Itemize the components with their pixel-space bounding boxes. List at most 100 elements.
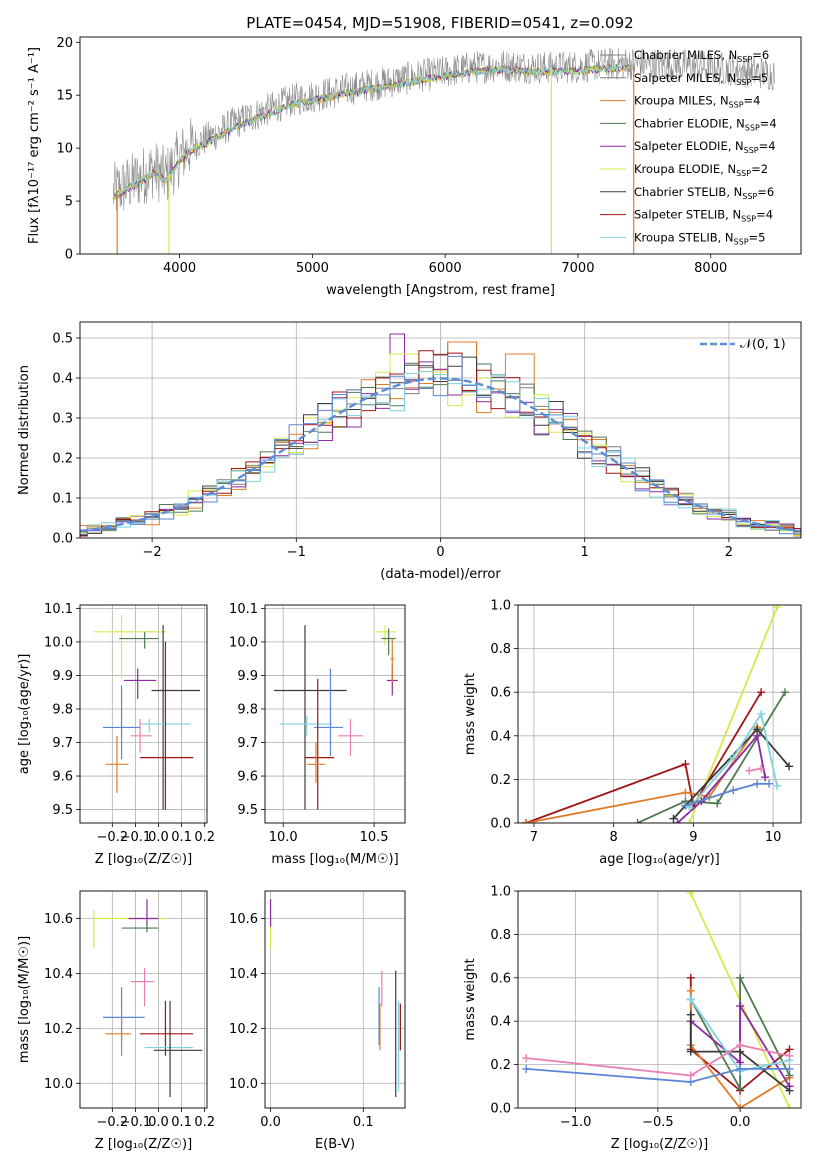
weight-line-salpeter_elodie [690,1002,791,1087]
weight-line-salpeter_stelib [525,691,762,823]
y-axis-label: Flux [fλ10⁻¹⁷ erg cm⁻² s⁻¹ A⁻¹] [27,47,42,244]
x-tick-label: 0.1 [171,830,192,845]
y-tick-label: 0.2 [490,773,511,788]
y-tick-label: 10.1 [229,602,258,617]
x-tick-label: 10.0 [269,830,298,845]
weight-line-chabrier_stelib [689,1014,791,1092]
histogram-chabrier_elodie [80,362,801,537]
axes-frame [79,36,802,255]
y-tick-label: 9.5 [237,803,258,818]
x-tick-label: 0.2 [194,830,215,845]
plot-area [265,605,405,823]
x-axis-label: age [log₁₀(age/yr)] [599,852,720,867]
y-axis-label: Normed distribution [17,365,32,495]
panel-mass_vs_ebv: 0.0 0.1 10.0 10.2 10.4 10.6 E(B-V) [229,890,406,1152]
x-axis-label: mass [log₁₀(M/M☉)] [271,852,398,867]
x-tick-label: −0.1 [120,830,152,845]
plot-area [518,605,801,823]
y-tick-label: 0 [65,248,73,263]
y-tick-label: 10.0 [44,635,73,650]
x-tick-label: 10.5 [360,830,389,845]
y-tick-label: 9.7 [52,736,73,751]
spectrum-line-chabrier_miles [112,47,775,211]
y-axis-label: mass [log₁₀(M/M☉)] [17,936,32,1063]
legend-label: Chabrier ELODIE, NSSP=4 [634,116,777,132]
y-tick-label: 9.7 [237,736,258,751]
panel-age_vs_Z: −0.2−0.10.0 0.1 0.2 9.5 9.6 9.7 9.8 9.9 10.0 10.1… [17,602,215,867]
y-tick-label: 0.4 [490,729,511,744]
x-tick-label: 0.0 [730,1115,751,1130]
y-tick-label: 10.2 [44,1022,73,1037]
x-tick-label: −1.0 [560,1115,592,1130]
y-tick-label: 0.8 [490,642,511,657]
y-tick-label: 1.0 [490,599,511,614]
legend-label: Salpeter ELODIE, NSSP=4 [634,139,776,155]
histogram-salpeter_stelib [80,350,801,537]
y-tick-label: 9.5 [52,803,73,818]
x-tick-label: 7 [530,830,538,845]
plot-area [518,891,801,1108]
y-axis-label: age [log₁₀(age/yr)] [17,654,32,775]
y-tick-label: 0.0 [490,817,511,832]
legend-label: Salpeter STELIB, NSSP=4 [634,208,773,224]
y-tick-label: 9.9 [237,669,258,684]
plot-area [112,47,775,254]
y-tick-label: 0.2 [52,452,73,467]
x-tick-label: −0.2 [97,1115,129,1130]
weight-line-kroupa_miles [525,726,758,823]
y-tick-label: 10.0 [44,1077,73,1092]
panel-residuals: −2 −1 0 1 2 0.0 0.1 0.2 0.3 0.4 0.5 (data-model)/er… [17,321,802,582]
y-tick-label: 0.4 [490,1015,511,1030]
x-axis-label: Z [log₁₀(Z/Z☉)] [95,852,192,867]
axes-frame [517,604,802,824]
y-tick-label: 15 [56,89,73,104]
x-axis-label: wavelength [Angstrom, rest frame] [326,283,555,298]
legend-label: Kroupa ELODIE, NSSP=2 [634,162,768,178]
axes-frame [517,890,802,1109]
weight-line-blue [526,1068,790,1083]
axes-frame [264,890,406,1109]
panel-weight_vs_age: 7 8 9 10 0.0 0.2 0.4 0.6 0.8 1.0 age [log₁₀(age/yr… [463,599,802,867]
gaussian-curve [80,377,801,533]
y-tick-label: 10 [56,142,73,157]
x-tick-label: 9 [689,830,697,845]
y-axis-label: mass weight [463,958,478,1040]
y-tick-label: 0.6 [490,686,511,701]
y-tick-label: 1.0 [490,885,511,900]
y-tick-label: 10.4 [229,967,258,982]
y-tick-label: 0.2 [490,1058,511,1073]
plot-area [265,891,405,1108]
x-tick-label: 0.0 [148,1115,169,1130]
weight-line-pink [526,1044,790,1077]
legend-label: Chabrier MILES, NSSP=6 [634,48,769,64]
x-tick-label: 0.0 [148,830,169,845]
legend-label: 𝒩(0, 1) [740,336,786,351]
y-tick-label: 9.8 [52,702,73,717]
plot-area [80,605,207,823]
legend-label: Kroupa MILES, NSSP=4 [634,94,760,110]
page-title: PLATE=0454, MJD=51908, FIBERID=0541, z=0… [246,14,633,32]
y-tick-label: 0.1 [52,492,73,507]
x-tick-label: −0.2 [97,830,129,845]
weight-line-chabrier_elodie [637,691,786,823]
x-tick-label: 0.2 [194,1115,215,1130]
spectrum-line-kroupa_stelib [112,63,634,198]
y-tick-label: 0.5 [52,332,73,347]
y-tick-label: 10.4 [44,967,73,982]
y-tick-label: 10.6 [229,912,258,927]
x-tick-label: 0.1 [353,1115,374,1130]
panel-spectrum: 4000 5000 6000 7000 8000 0 5 10 15 20 wavelength [… [27,36,802,298]
y-tick-label: 0.8 [490,928,511,943]
x-tick-label: 2 [725,545,733,560]
y-tick-label: 9.6 [52,770,73,785]
y-tick-label: 9.8 [237,702,258,717]
plot-area [80,891,207,1108]
panel-mass_vs_Z: −0.2−0.10.0 0.1 0.2 10.0 10.2 10.4 10.6 Z [log₁… [17,890,215,1152]
axes-frame [79,321,802,539]
weight-line-salpeter_elodie [676,733,766,823]
x-tick-label: 0 [436,545,444,560]
y-tick-label: 5 [65,195,73,210]
legend-label: Kroupa STELIB, NSSP=5 [634,230,765,246]
weight-line-kroupa_stelib [688,711,778,809]
